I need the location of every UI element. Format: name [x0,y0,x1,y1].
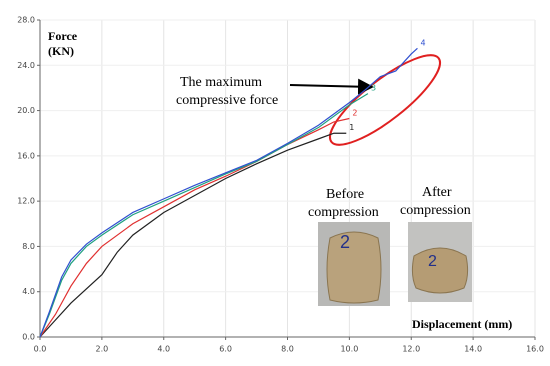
x-label: Displacement (mm) [412,317,512,331]
annotation: The maximum [180,75,262,90]
photos: 2 2 [318,222,472,306]
x-tick-label: 12.0 [402,345,420,354]
x-tick-label: 16.0 [526,345,544,354]
series-line [39,117,350,338]
y-tick-label: 24.0 [17,61,35,70]
series-label: 2 [352,108,357,117]
annotation: After [422,185,452,200]
series-label: 1 [349,123,354,132]
annotation: compressive force [176,93,278,108]
y-tick-label: 20.0 [17,106,35,115]
series-label: 4 [420,38,425,47]
y-tick-label: 16.0 [17,151,35,160]
y-tick-label: 0.0 [22,333,35,342]
y-tick-label: 12.0 [17,197,35,206]
y-label: Force [48,29,78,43]
series-line [39,93,369,338]
x-tick-label: 14.0 [464,345,482,354]
specimen [411,247,469,294]
series-label: 3 [371,84,376,93]
y-tick-label: 8.0 [22,242,35,251]
y-tick-label: 4.0 [22,287,35,296]
specimen-mark: 2 [340,232,350,252]
x-tick-label: 4.0 [157,345,170,354]
series-line [39,132,347,338]
y-label: (KN) [48,44,74,58]
y-tick-label: 28.0 [17,16,35,25]
annotation: compression [308,205,379,220]
annotation: Before [326,187,364,202]
specimen [326,231,382,304]
x-tick-label: 10.0 [340,345,358,354]
highlight-ellipse [329,54,441,146]
series-line [39,47,418,338]
annotation: compression [400,203,471,218]
x-tick-label: 8.0 [281,345,294,354]
specimen-mark: 2 [428,253,437,270]
x-tick-label: 6.0 [219,345,232,354]
arrow [289,78,374,95]
x-tick-label: 0.0 [34,345,47,354]
x-tick-label: 2.0 [96,345,109,354]
